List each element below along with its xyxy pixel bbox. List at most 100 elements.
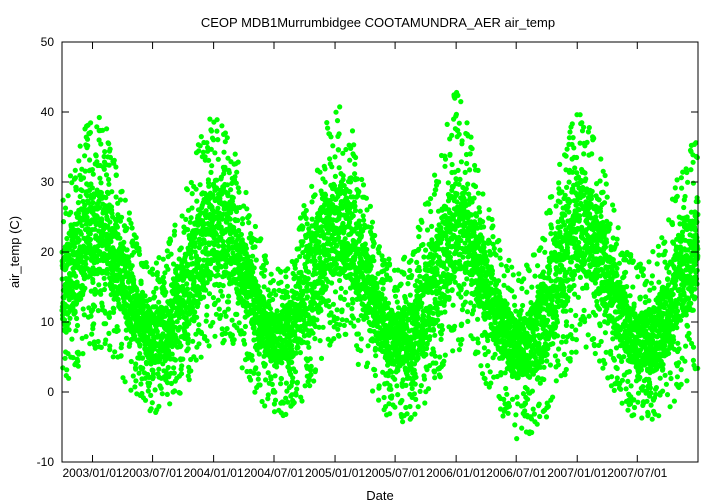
data-point [183,252,189,258]
data-point [202,334,208,340]
data-point [470,307,476,313]
data-point [336,165,342,171]
data-point [201,257,207,263]
data-point [83,334,89,340]
data-point [463,186,469,192]
data-point [236,227,242,234]
data-point [352,203,358,209]
data-point [364,246,370,253]
data-point [278,269,284,275]
data-point [456,120,462,126]
data-point [204,280,210,286]
data-point [119,214,125,220]
data-point [179,363,185,369]
data-point [74,322,81,329]
data-point [308,372,314,378]
data-point [400,419,406,425]
data-point [251,265,257,271]
data-point [196,148,202,154]
data-point [472,162,478,169]
data-point [225,193,231,199]
data-point [117,235,123,241]
data-point [88,120,94,126]
data-point [170,300,176,306]
data-point [184,187,190,193]
data-point [62,205,69,211]
data-point [104,126,110,132]
data-point [225,299,232,305]
data-point [454,191,460,197]
data-point [235,185,241,191]
data-point [148,392,154,398]
data-point [433,360,439,366]
data-point [372,345,379,351]
data-point [164,380,171,386]
data-point [411,391,417,397]
data-point [96,282,102,288]
data-point [294,258,300,264]
data-point [222,309,228,315]
data-point [458,159,464,165]
data-point [464,276,470,282]
data-point [265,370,271,376]
data-point [106,181,112,187]
data-point [117,273,123,279]
data-point [177,324,183,330]
data-point [239,365,245,371]
data-point [103,195,109,201]
data-point [444,121,450,127]
data-point [332,289,339,295]
data-point [283,274,289,280]
data-point [371,240,377,246]
data-point [94,124,100,130]
data-point [136,251,143,257]
data-point [139,355,146,361]
data-point [263,377,269,383]
data-point [250,253,256,259]
data-point [446,294,452,300]
data-point [356,189,362,195]
data-point [395,392,401,398]
data-point [224,135,230,141]
data-point [306,344,312,350]
data-point [165,364,171,371]
data-point [379,291,385,298]
data-point [94,214,100,220]
data-point [78,296,84,302]
data-point [198,354,204,360]
data-point [89,185,95,191]
data-point [372,232,378,239]
data-point [330,301,336,307]
data-point [392,404,398,410]
data-point [121,239,127,245]
data-point [164,391,170,397]
data-point [192,309,198,315]
data-point [61,317,68,323]
data-point [171,365,177,371]
data-point [107,343,113,349]
data-point [62,355,68,361]
data-point [148,406,154,412]
data-point [97,175,103,181]
data-point [419,219,425,225]
data-point [130,373,136,379]
data-point [424,227,431,233]
data-point [66,327,72,333]
data-point [270,296,276,303]
data-point [358,348,364,354]
data-point [225,306,231,312]
data-point [318,355,325,361]
data-point [421,254,427,260]
data-point [428,208,434,215]
data-point [215,137,221,143]
data-point [453,111,459,117]
data-point [222,139,228,145]
data-point [86,200,92,206]
data-point [119,341,125,347]
data-point [102,310,109,316]
data-point [234,169,240,175]
data-point [151,346,157,352]
data-point [285,266,291,272]
data-point [250,269,256,275]
